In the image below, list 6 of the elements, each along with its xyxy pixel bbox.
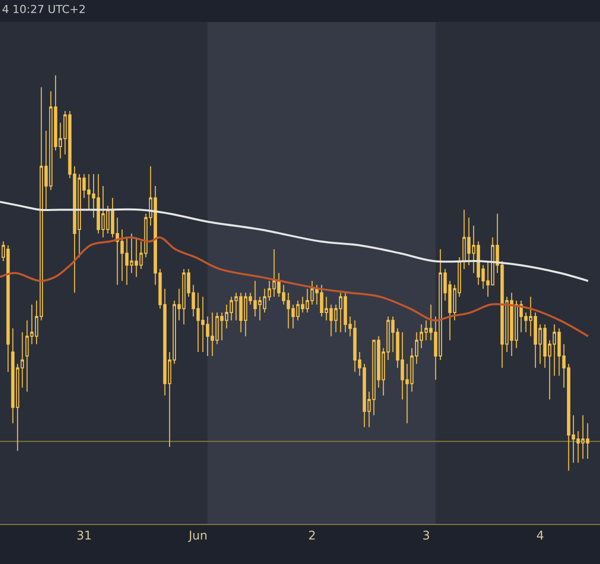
x-tick-label: 31	[76, 528, 92, 542]
x-tick-label: 2	[308, 528, 316, 542]
x-tick-label: 3	[422, 528, 430, 542]
x-tick-label: 4	[536, 528, 544, 542]
text: 4 10:27 UTC+2	[2, 3, 86, 16]
x-tick-label: Jun	[188, 528, 208, 542]
